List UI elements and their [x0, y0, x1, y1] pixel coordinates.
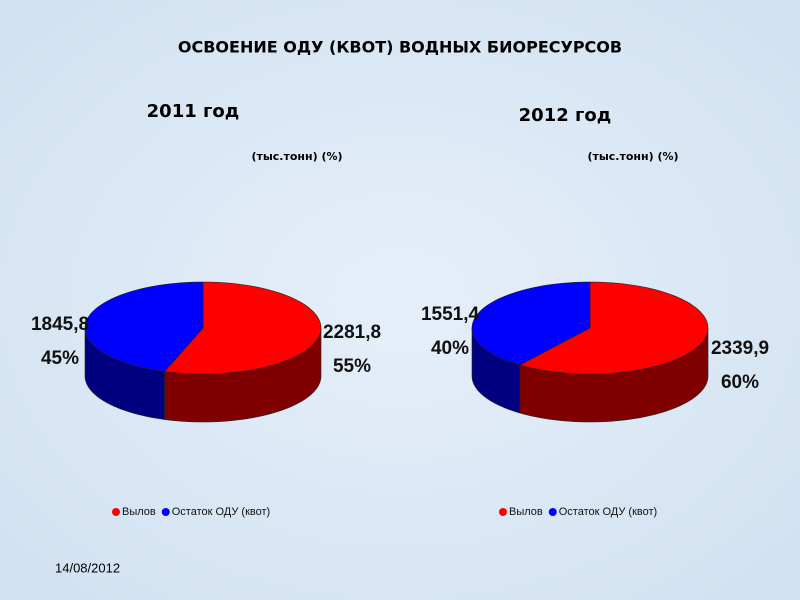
- legend-marker: [161, 508, 170, 516]
- slide-title: ОСВОЕНИЕ ОДУ (КВОТ) ВОДНЫХ БИОРЕСУРСОВ: [178, 38, 622, 57]
- percent-label: 40%: [431, 338, 469, 359]
- legend-label: Остаток ОДУ (квот): [172, 506, 270, 518]
- percent-label: 45%: [41, 348, 79, 369]
- legend-label: Остаток ОДУ (квот): [559, 506, 657, 518]
- slice-top: [519, 281, 709, 375]
- pie: [84, 281, 322, 423]
- legend-label: Вылов: [509, 506, 543, 518]
- slice: [84, 281, 204, 420]
- legend-marker: [112, 508, 120, 516]
- slice-top: [163, 281, 322, 375]
- value-label: 2281,8: [323, 322, 381, 343]
- chart-title: 2011 год: [147, 101, 240, 122]
- value-label: 1551,4: [421, 304, 480, 325]
- slice-top: [84, 281, 204, 372]
- pie: [471, 281, 709, 423]
- percent-label: 60%: [721, 372, 759, 393]
- legend-marker: [499, 508, 507, 516]
- legend-label: Вылов: [122, 506, 156, 518]
- slice: [471, 281, 591, 414]
- chart-subtitle: (тыс.тонн) (%): [587, 150, 678, 163]
- percent-label: 55%: [333, 356, 371, 377]
- value-label: 2339,9: [711, 338, 769, 359]
- chart-title: 2012 год: [519, 105, 612, 126]
- legend-marker: [548, 508, 557, 516]
- slice-top: [471, 281, 591, 366]
- chart-subtitle: (тыс.тонн) (%): [251, 150, 342, 163]
- date: 14/08/2012: [55, 560, 120, 575]
- value-label: 1845,8: [31, 314, 89, 335]
